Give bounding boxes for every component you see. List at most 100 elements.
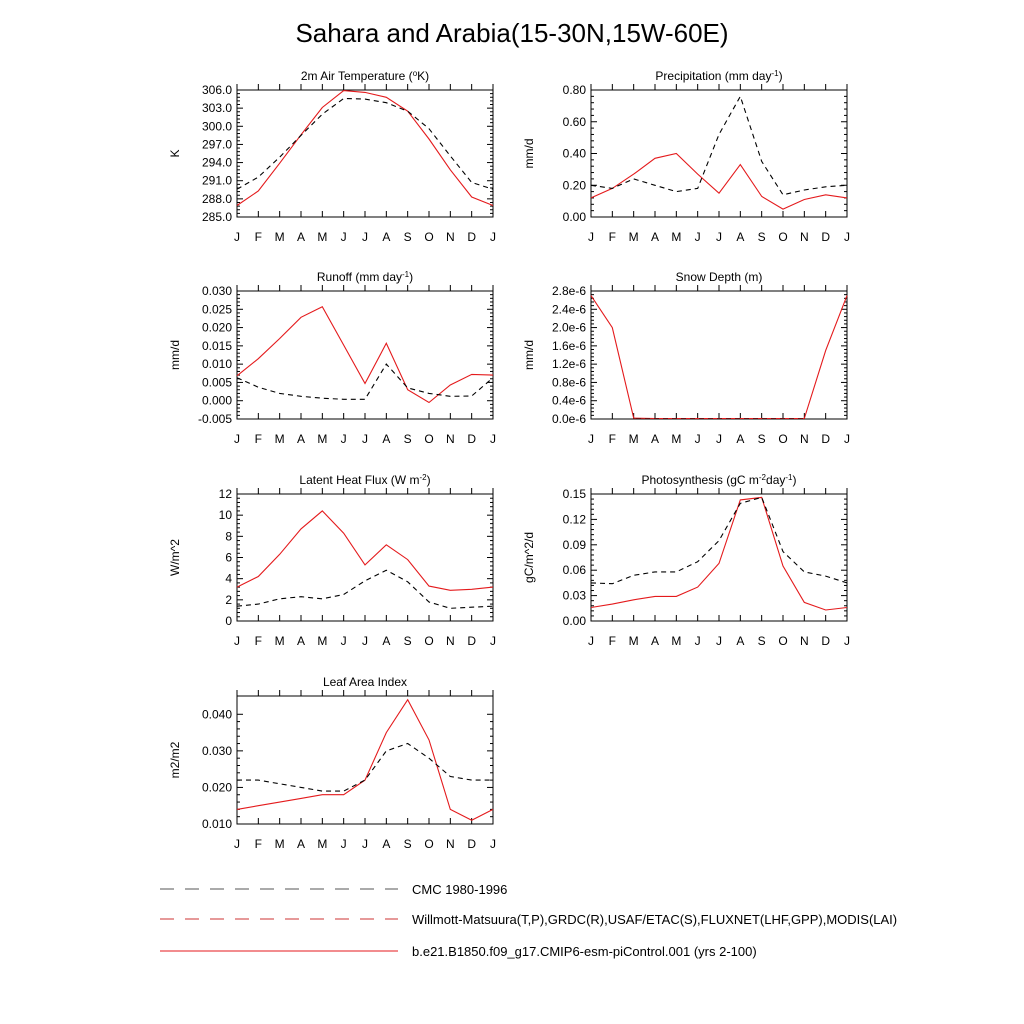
y-tick-label: 0.010 [202,357,232,371]
x-tick-label: M [317,230,327,244]
panel-runoff: Runoff (mm day-1) mm/d -0.005 0.000 0.005 0.0… [168,270,496,447]
x-tick-label: F [609,432,616,446]
x-tick-label: N [800,634,809,648]
y-axis-label: m2/m2 [168,741,182,778]
x-tick-label: D [821,432,830,446]
y-tick-label: 1.6e-6 [552,339,586,353]
x-tick-label: J [362,634,368,648]
y-tick-label: 0.00 [563,614,587,628]
y-tick-label: 0 [225,614,232,628]
obs-series-line [237,742,493,792]
y-tick-label: 288.0 [202,192,232,206]
y-tick-label: -0.005 [198,412,232,426]
x-tick-label: M [317,634,327,648]
x-tick-label: J [844,432,850,446]
y-tick-label: 0.025 [202,302,232,316]
x-tick-label: A [297,230,305,244]
x-tick-label: M [629,634,639,648]
x-tick-label: S [404,230,412,244]
plot-frame [590,493,848,622]
y-tick-label: 0.020 [202,321,232,335]
x-tick-label: M [671,230,681,244]
y-axis-label: K [168,149,182,157]
y-tick-label: 0.00 [563,210,587,224]
plot-frame [236,89,494,218]
y-tick-label: 285.0 [202,210,232,224]
y-tick-label: 0.15 [563,487,587,501]
x-tick-label: O [424,837,433,851]
plot-frame [236,290,494,420]
x-tick-label: A [382,230,390,244]
x-tick-label: D [467,230,476,244]
x-tick-label: A [297,837,305,851]
obs-series-line [236,97,494,190]
x-tick-label: D [821,230,830,244]
obs-series-line [236,569,494,609]
y-axis-label: mm/d [522,340,536,370]
y-tick-label: 0.8e-6 [552,375,586,389]
panel-air-temperature: 2m Air Temperature (oK) K 285.0 288.0 291.0 2… [168,69,496,245]
y-tick-label: 12 [219,487,233,501]
y-tick-label: 300.0 [202,119,232,133]
x-tick-label: F [255,634,262,648]
x-tick-label: S [404,432,412,446]
x-tick-label: D [821,634,830,648]
panel-leaf-area-index: Leaf Area Index m2/m2 0.010 0.020 0.030 0.040… [168,675,496,851]
x-tick-label: M [629,432,639,446]
x-tick-label: A [736,230,744,244]
panel-latent-heat-flux: Latent Heat Flux (W m-2) W/m^2 0 2 4 6 8 10 12 J F… [168,473,496,649]
y-tick-label: 2 [225,593,232,607]
y-axis-label: gC/m^2/d [522,532,536,583]
panel-title: Photosynthesis (gC m-2day-1) [642,473,797,488]
y-tick-label: 297.0 [202,137,232,151]
x-tick-label: J [234,230,240,244]
legend-label-2: Willmott-Matsuura(T,P),GRDC(R),USAF/ETAC… [412,912,897,927]
x-tick-label: A [651,230,659,244]
plot-frame [590,89,848,218]
x-tick-label: J [341,432,347,446]
panel-title: Runoff (mm day-1) [317,270,413,285]
x-tick-label: J [362,837,368,851]
x-tick-label: J [341,634,347,648]
x-tick-label: N [446,230,455,244]
y-tick-label: 0.010 [202,817,232,831]
y-axis-label: mm/d [522,139,536,169]
y-tick-label: 0.4e-6 [552,394,586,408]
x-tick-label: J [490,432,496,446]
x-tick-label: A [651,432,659,446]
y-tick-label: 0.015 [202,339,232,353]
y-tick-label: 0.030 [202,284,232,298]
x-tick-label: J [490,837,496,851]
obs-series-line [236,363,494,400]
x-tick-label: M [317,837,327,851]
x-tick-label: S [404,634,412,648]
y-tick-label: 0.03 [563,589,587,603]
x-tick-label: M [275,432,285,446]
x-tick-label: A [382,837,390,851]
x-tick-label: D [467,837,476,851]
x-tick-label: O [778,634,787,648]
x-tick-label: A [297,432,305,446]
x-tick-label: O [778,230,787,244]
panel-title: 2m Air Temperature (oK) [301,69,429,84]
x-tick-label: J [234,432,240,446]
y-tick-label: 0.12 [563,512,587,526]
x-tick-label: J [695,634,701,648]
x-tick-label: F [609,230,616,244]
x-tick-label: N [446,432,455,446]
y-tick-label: 4 [225,572,232,586]
plot-frame [236,493,494,622]
x-tick-label: S [758,634,766,648]
x-tick-label: J [695,230,701,244]
x-tick-label: O [778,432,787,446]
panel-title: Leaf Area Index [323,675,407,689]
x-tick-label: S [758,230,766,244]
y-tick-label: 0.60 [563,115,587,129]
model-series-line [590,152,848,210]
y-tick-label: 306.0 [202,83,232,97]
y-tick-label: 291.0 [202,174,232,188]
y-tick-label: 0.40 [563,147,587,161]
y-tick-label: 294.0 [202,156,232,170]
x-tick-label: A [651,634,659,648]
